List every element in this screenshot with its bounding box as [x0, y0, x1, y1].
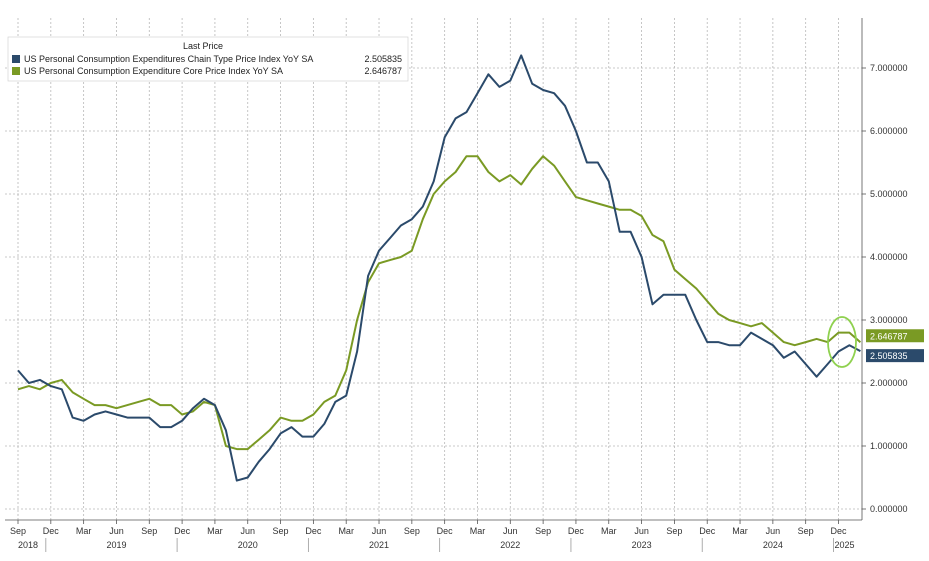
x-month-label: Jun [109, 526, 124, 536]
x-year-label: 2020 [238, 540, 258, 550]
x-month-label: Sep [798, 526, 814, 536]
y-tick-label: 5.000000 [870, 189, 908, 199]
legend: Last Price US Personal Consumption Expen… [7, 36, 409, 82]
x-month-label: Dec [43, 526, 60, 536]
legend-label-headline: US Personal Consumption Expenditures Cha… [24, 54, 313, 64]
series-lines [17, 54, 862, 482]
x-month-label: Mar [470, 526, 486, 536]
y-tick-label: 3.000000 [870, 315, 908, 325]
x-month-label: Dec [568, 526, 585, 536]
last-value-labels: 2.646787 2.505835 [866, 329, 924, 363]
x-month-label: Sep [666, 526, 682, 536]
x-year-label: 2018 [18, 540, 38, 550]
y-tick-label: 4.000000 [870, 252, 908, 262]
last-value-bg [866, 329, 924, 343]
legend-swatch-headline [12, 55, 20, 63]
legend-label-core: US Personal Consumption Expenditure Core… [24, 66, 283, 76]
x-year-label: 2024 [763, 540, 783, 550]
legend-value-headline: 2.505835 [364, 54, 402, 64]
x-month-label: Sep [141, 526, 157, 536]
x-year-label: 2023 [632, 540, 652, 550]
x-year-label: 2019 [106, 540, 126, 550]
legend-value-core: 2.646787 [364, 66, 402, 76]
x-month-label: Jun [503, 526, 518, 536]
x-month-label: Dec [174, 526, 191, 536]
x-month-label: Dec [830, 526, 847, 536]
y-tick-label: 7.000000 [870, 63, 908, 73]
y-tick-label: 0.000000 [870, 504, 908, 514]
last-value-bg [866, 349, 924, 363]
last-value-text: 2.646787 [870, 331, 908, 341]
x-year-label: 2025 [834, 540, 854, 550]
y-axis-ticks: 0.000000 1.000000 2.000000 3.000000 4.000000… [862, 63, 908, 514]
legend-box [7, 36, 409, 82]
x-year-label: 2021 [369, 540, 389, 550]
y-tick-label: 1.000000 [870, 441, 908, 451]
x-month-label: Jun [766, 526, 781, 536]
highlight-circle [827, 316, 857, 368]
x-month-label: Sep [273, 526, 289, 536]
x-month-label: Sep [404, 526, 420, 536]
x-month-label: Mar [338, 526, 354, 536]
last-value-text: 2.505835 [870, 351, 908, 361]
x-month-label: Jun [372, 526, 387, 536]
x-month-label: Sep [535, 526, 551, 536]
headline-pce-line [17, 54, 861, 482]
x-month-label: Dec [699, 526, 716, 536]
x-month-label: Sep [10, 526, 26, 536]
x-month-label: Dec [305, 526, 322, 536]
x-month-label: Mar [732, 526, 748, 536]
legend-header: Last Price [183, 41, 223, 51]
x-month-label: Mar [76, 526, 92, 536]
gridlines [5, 18, 862, 520]
x-month-label: Jun [240, 526, 255, 536]
x-month-label: Dec [437, 526, 454, 536]
x-year-label: 2022 [500, 540, 520, 550]
legend-swatch-core [12, 67, 20, 75]
x-month-label: Mar [207, 526, 223, 536]
y-tick-label: 6.000000 [870, 126, 908, 136]
core-pce-line [17, 155, 862, 451]
y-tick-label: 2.000000 [870, 378, 908, 388]
x-axis-ticks: Sep Dec Mar Jun Sep Dec Mar Jun Sep Dec Mar Jun Sep D… [10, 520, 855, 552]
x-month-label: Mar [601, 526, 617, 536]
x-month-label: Jun [634, 526, 649, 536]
